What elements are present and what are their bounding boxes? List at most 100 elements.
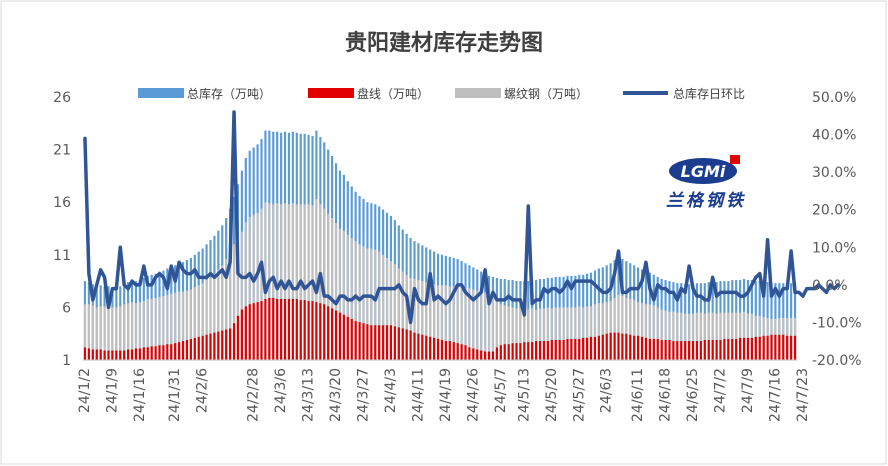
legend: 总库存（万吨） 盘线（万吨） 螺纹钢（万吨） 总库存日环比 [138,86,745,101]
bar-wire-rod [342,314,345,360]
bar-rebar [542,308,546,360]
bar-wire-rod [397,327,400,360]
bar-wire-rod [213,332,216,360]
bar-wire-rod [413,332,416,360]
bar-rebar [609,301,612,360]
bar-wire-rod [542,341,546,360]
bar-rebar [338,228,342,360]
bar-wire-rod [570,338,573,360]
bar-wire-rod [672,341,675,360]
bar-rebar [236,239,240,360]
bar-rebar [276,203,279,360]
bar-rebar [476,290,479,360]
bar-rebar [346,234,349,360]
bar-wire-rod [766,335,769,360]
bar-rebar [625,297,628,360]
bar-wire-rod [746,337,750,360]
bar-rebar [397,268,400,360]
bar-wire-rod [491,351,495,360]
bar-rebar [307,204,310,360]
bar-wire-rod [107,350,110,360]
bar-rebar [134,303,138,360]
bar-rebar [680,312,683,360]
x-tick-label: 24/4/26 [465,368,481,422]
bar-wire-rod [142,347,145,360]
logo-badge [669,158,737,184]
legend-swatch-wire-rod [308,88,354,98]
bar-wire-rod [327,306,330,360]
bar-rebar [699,312,702,360]
x-tick-label: 24/1/9 [104,368,120,413]
bar-wire-rod [229,328,232,360]
bar-rebar [331,217,334,360]
bar-wire-rod [346,316,349,360]
bar-rebar [146,298,149,360]
bar-rebar [742,311,746,360]
bar-rebar [562,307,565,360]
bar-wire-rod [660,340,663,360]
bar-wire-rod [256,302,259,360]
bar-wire-rod [244,306,247,360]
bar-wire-rod [691,341,695,360]
x-tick-label: 24/7/9 [740,368,756,413]
bar-wire-rod [225,329,228,360]
bar-rebar [519,308,522,360]
bar-wire-rod [83,347,87,360]
bar-wire-rod [688,341,691,360]
legend-swatch-rebar [455,88,501,98]
right-y-tick-label: 20.0% [812,203,856,219]
bar-wire-rod [197,336,200,360]
x-tick-label: 24/6/18 [658,368,674,422]
bar-wire-rod [146,347,149,360]
bar-rebar [425,282,428,360]
bar-rebar [115,307,118,360]
bar-rebar [605,302,608,360]
bar-rebar [660,309,663,360]
bar-rebar [436,285,440,360]
bar-rebar [142,301,145,360]
bar-wire-rod [448,341,451,360]
bar-wire-rod [358,322,361,360]
bar-wire-rod [248,304,251,360]
bar-rebar [119,306,122,360]
bar-rebar [405,274,408,360]
bar-rebar [444,285,447,360]
bar-wire-rod [586,337,589,360]
bar-wire-rod [303,300,306,360]
bar-wire-rod [535,341,538,360]
bar-wire-rod [633,335,636,360]
bar-wire-rod [676,341,679,360]
bar-wire-rod [476,349,479,360]
x-tick-label: 24/4/11 [410,368,426,422]
bar-wire-rod [727,338,730,360]
bar-wire-rod [637,335,640,360]
bar-wire-rod [158,345,161,360]
bar-wire-rod [382,325,385,360]
bar-rebar [248,216,251,360]
bar-rebar [484,292,487,360]
bar-rebar [668,311,671,360]
bar-wire-rod [138,348,141,360]
bar-wire-rod [523,342,526,360]
bar-rebar [550,308,553,360]
bar-wire-rod [456,343,459,360]
bar-rebar [303,204,306,360]
bar-rebar [637,302,640,360]
bar-wire-rod [750,337,753,360]
bar-wire-rod [707,340,710,360]
bar-rebar [209,276,212,360]
x-tick-label: 24/1/31 [167,368,183,422]
bar-rebar [382,254,385,360]
bar-rebar [354,241,357,360]
bar-wire-rod [605,333,608,360]
bar-rebar [166,294,169,360]
bar-wire-rod [695,341,699,360]
bar-wire-rod [252,303,255,360]
bar-wire-rod [362,323,365,360]
bar-rebar [197,285,200,360]
bar-wire-rod [487,351,491,360]
bar-wire-rod [334,310,338,360]
bar-wire-rod [264,298,267,360]
bar-wire-rod [87,348,90,360]
